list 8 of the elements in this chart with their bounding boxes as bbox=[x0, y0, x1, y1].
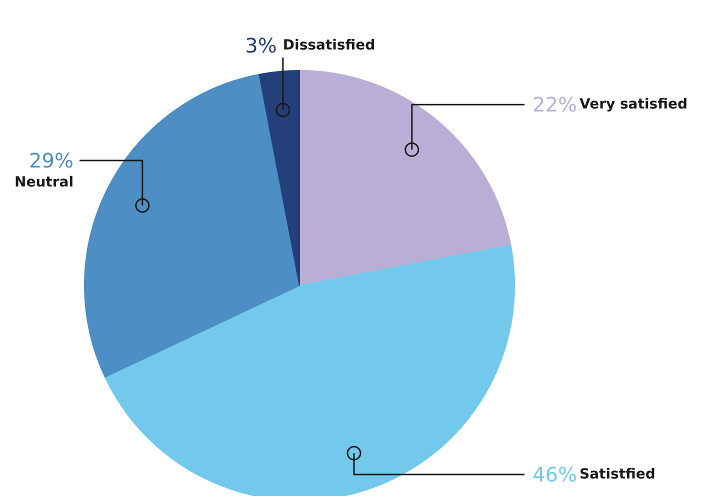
data-label: 29% bbox=[29, 148, 74, 172]
slice-label: Neutral bbox=[14, 174, 74, 190]
data-label: 3% bbox=[245, 34, 277, 58]
data-label: 46% bbox=[532, 462, 577, 486]
data-label: 22% bbox=[532, 92, 577, 117]
slice-label: Dissatisfied bbox=[282, 38, 376, 54]
slice-label: Satistfied bbox=[580, 466, 656, 482]
slice-label: Very satisfied bbox=[580, 96, 688, 113]
